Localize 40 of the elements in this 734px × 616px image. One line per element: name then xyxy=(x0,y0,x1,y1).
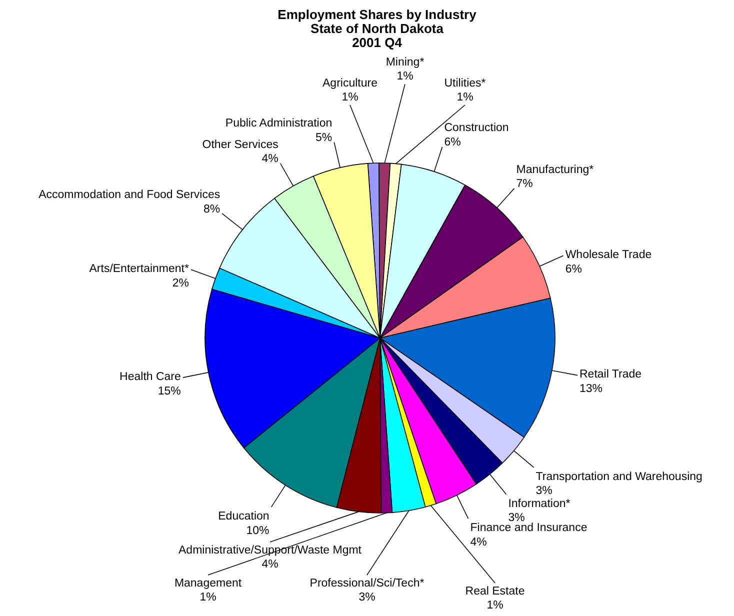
slice-label: Arts/Entertainment* xyxy=(89,263,190,276)
data-label: 10% xyxy=(246,524,270,537)
data-label: 2% xyxy=(172,277,189,290)
data-label: 8% xyxy=(204,203,220,216)
data-label: 15% xyxy=(158,385,181,398)
chart-title: Employment Shares by Industry State of North Dakota 2001 Q4 xyxy=(276,7,478,50)
data-label: 3% xyxy=(508,512,525,524)
data-label: 5% xyxy=(316,132,332,144)
data-label: 6% xyxy=(444,136,461,149)
slice-label: Manufacturing* xyxy=(516,164,594,176)
data-label: 4% xyxy=(262,153,278,166)
slice-label: Information* xyxy=(508,498,571,510)
slice-label: Agriculture xyxy=(322,77,378,90)
data-label: 1% xyxy=(456,92,474,104)
slice-label: Utilities* xyxy=(444,77,486,90)
data-label: 13% xyxy=(580,383,603,396)
slice-label: Real Estate xyxy=(465,585,525,598)
data-label: 3% xyxy=(358,592,376,604)
data-label: 1% xyxy=(486,600,504,612)
slice-label: Public Administration xyxy=(225,118,332,130)
data-label: 6% xyxy=(565,263,582,276)
slice-label: Mining* xyxy=(386,56,425,68)
slice-label: Wholesale Trade xyxy=(565,248,652,261)
data-label: 4% xyxy=(262,558,278,571)
slice-label: Professional/Sci/Tech* xyxy=(310,577,425,590)
data-label: 1% xyxy=(200,592,216,604)
data-label: 7% xyxy=(516,178,533,190)
slice-label: Retail Trade xyxy=(580,368,642,381)
slice-label: Other Services xyxy=(202,138,279,151)
slice-label: Health Care xyxy=(120,370,181,383)
slice-label: Education xyxy=(218,510,270,522)
slice-label: Management xyxy=(174,577,242,590)
data-label: 1% xyxy=(396,70,414,83)
slice-label: Transportation and Warehousing xyxy=(536,470,702,483)
data-label: 1% xyxy=(342,92,358,104)
data-label: 4% xyxy=(470,536,487,548)
slice-label: Accommodation and Food Services xyxy=(38,188,220,201)
slice-label: Construction xyxy=(444,122,509,134)
slice-label: Finance and Insurance xyxy=(470,522,588,534)
data-label: 3% xyxy=(536,485,552,498)
